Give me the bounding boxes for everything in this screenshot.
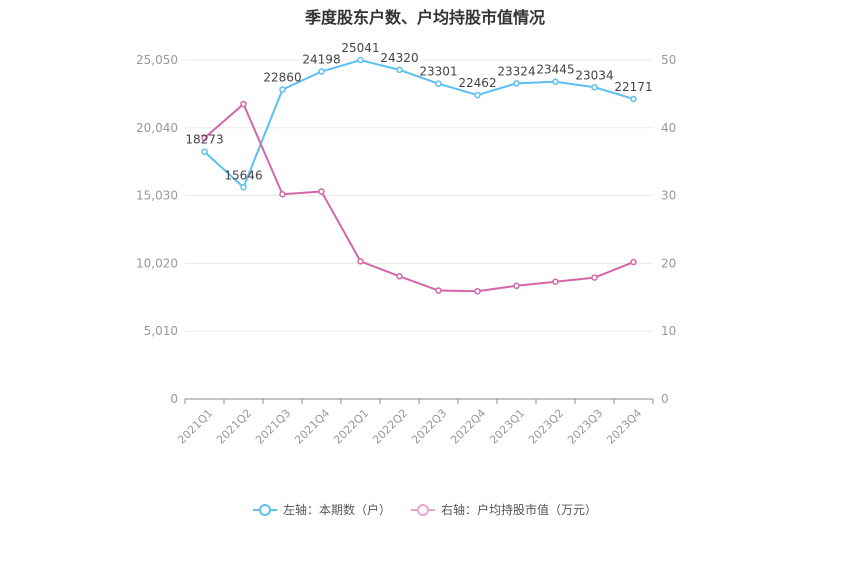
legend: 左轴：本期数（户） 右轴：户均持股市值（万元） bbox=[0, 501, 850, 518]
x-tick-label: 2021Q3 bbox=[253, 407, 293, 447]
legend-label-households: 左轴：本期数（户） bbox=[282, 503, 391, 517]
data-label: 23034 bbox=[575, 68, 613, 82]
legend-item-avg-value[interactable]: 右轴：户均持股市值（万元） bbox=[411, 501, 597, 518]
data-point-households bbox=[396, 66, 403, 74]
data-label: 15646 bbox=[224, 168, 262, 182]
legend-label-avg-value: 右轴：户均持股市值（万元） bbox=[441, 503, 598, 517]
data-label: 24198 bbox=[302, 53, 340, 67]
data-point-avg-value bbox=[201, 134, 208, 142]
x-tick-label: 2023Q3 bbox=[565, 407, 605, 447]
data-point-households bbox=[279, 86, 286, 93]
data-point-avg-value bbox=[279, 190, 286, 198]
x-tick-label: 2023Q4 bbox=[604, 407, 644, 447]
x-tick-label: 2023Q1 bbox=[487, 407, 527, 447]
y-right-tick-label: 40 bbox=[661, 121, 676, 135]
data-point-households bbox=[201, 148, 208, 155]
data-point-avg-value bbox=[357, 258, 364, 265]
y-left-tick-label: 15,030 bbox=[136, 189, 178, 203]
series-line-households bbox=[203, 59, 634, 189]
series-line-avg-value bbox=[203, 102, 634, 293]
data-label: 22171 bbox=[614, 80, 652, 94]
x-tick-label: 2022Q4 bbox=[448, 407, 488, 447]
data-point-households bbox=[630, 95, 637, 103]
data-point-households bbox=[357, 56, 364, 64]
data-point-avg-value bbox=[318, 188, 325, 195]
data-point-avg-value bbox=[513, 282, 520, 290]
data-point-avg-value bbox=[474, 287, 481, 295]
x-tick-label: 2021Q1 bbox=[175, 407, 215, 447]
data-point-households bbox=[552, 78, 559, 85]
data-point-households bbox=[435, 80, 442, 87]
y-left-tick-label: 20,040 bbox=[136, 121, 178, 135]
y-right-tick-label: 0 bbox=[661, 392, 669, 406]
x-tick-label: 2022Q3 bbox=[409, 407, 449, 447]
legend-swatch-avg-value bbox=[411, 503, 435, 517]
x-tick-label: 2022Q1 bbox=[331, 407, 371, 447]
data-label: 25041 bbox=[341, 41, 379, 55]
data-point-households bbox=[318, 68, 325, 75]
data-point-avg-value bbox=[591, 274, 598, 281]
y-right-tick-label: 30 bbox=[661, 189, 676, 203]
y-right-tick-label: 10 bbox=[661, 324, 676, 338]
data-point-households bbox=[513, 80, 520, 87]
x-tick-label: 2021Q2 bbox=[214, 407, 254, 447]
data-point-avg-value bbox=[552, 278, 559, 285]
data-label: 18273 bbox=[185, 133, 223, 147]
legend-item-households[interactable]: 左轴：本期数（户） bbox=[252, 501, 391, 518]
y-right-tick-label: 50 bbox=[661, 53, 676, 67]
chart-title: 季度股东户数、户均持股市值情况 bbox=[304, 8, 545, 27]
y-left-tick-label: 25,050 bbox=[136, 53, 178, 67]
data-label: 23324 bbox=[497, 64, 535, 78]
y-left-tick-label: 5,010 bbox=[144, 324, 178, 338]
data-label: 22860 bbox=[263, 71, 301, 85]
data-label: 24320 bbox=[380, 51, 418, 65]
x-tick-label: 2021Q4 bbox=[292, 407, 332, 447]
legend-swatch-households bbox=[252, 503, 277, 517]
data-point-households bbox=[240, 184, 247, 191]
y-right-tick-label: 20 bbox=[661, 256, 676, 270]
data-label: 23301 bbox=[419, 65, 457, 79]
y-left-tick-label: 10,020 bbox=[136, 256, 178, 270]
data-point-avg-value bbox=[435, 287, 442, 294]
x-tick-label: 2023Q2 bbox=[526, 407, 566, 447]
data-point-avg-value bbox=[630, 258, 637, 266]
data-label: 22462 bbox=[458, 76, 496, 90]
data-point-households bbox=[591, 84, 598, 91]
x-tick-label: 2022Q2 bbox=[370, 407, 410, 447]
data-point-avg-value bbox=[240, 100, 247, 108]
data-label: 23445 bbox=[536, 63, 574, 77]
data-point-households bbox=[474, 91, 481, 99]
data-point-avg-value bbox=[396, 273, 403, 280]
y-left-tick-label: 0 bbox=[170, 392, 178, 406]
